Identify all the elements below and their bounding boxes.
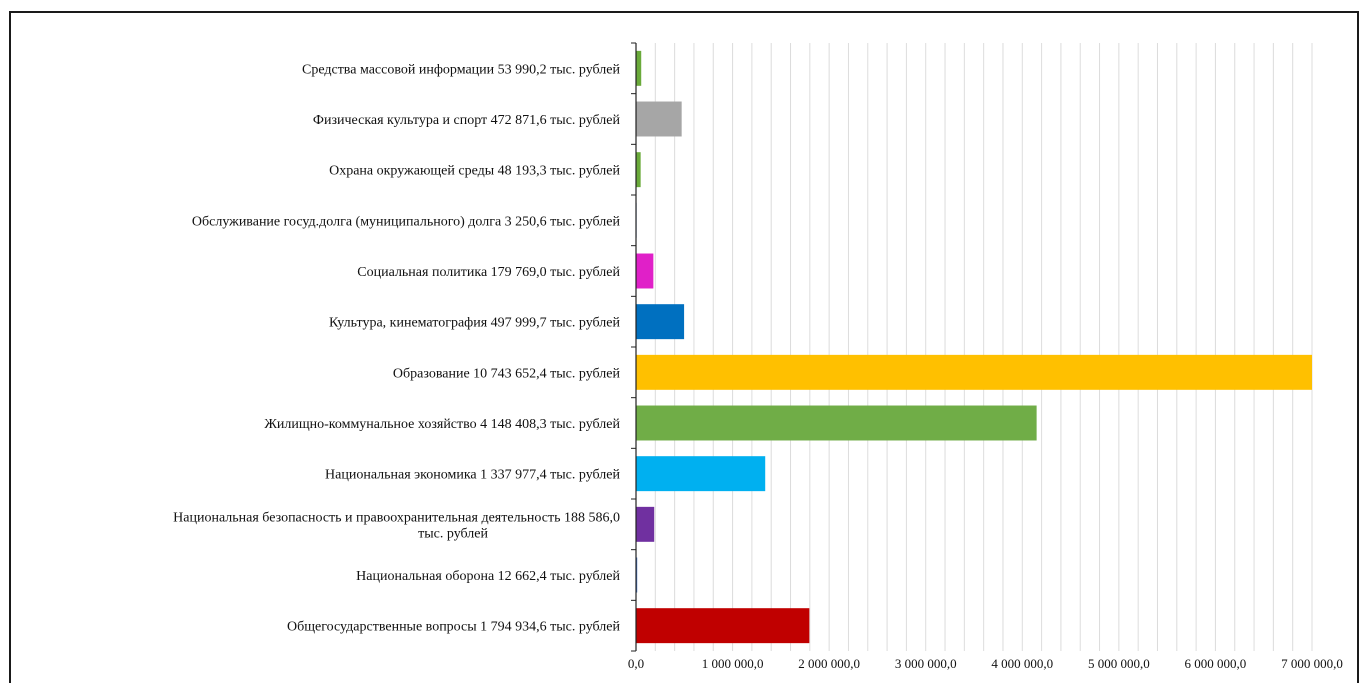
bar [636,557,638,593]
category-label-line: Физическая культура и спорт 472 871,6 ты… [313,113,621,128]
category-label: Средства массовой информации 53 990,2 ты… [302,62,621,77]
category-label: Национальная экономика 1 337 977,4 тыс. … [325,468,620,483]
bar [636,152,641,188]
category-label: Культура, кинематография 497 999,7 тыс. … [329,316,621,331]
category-label: Национальная оборона 12 662,4 тыс. рубле… [356,569,620,584]
x-tick-label: 5 000 000,0 [1088,656,1150,671]
category-label-line: Социальная политика 179 769,0 тыс. рубле… [357,265,620,280]
bar [636,456,766,492]
category-label: Жилищно-коммунальное хозяйство 4 148 408… [264,417,620,432]
chart-frame [9,11,1359,683]
x-tick-label: 4 000 000,0 [991,656,1053,671]
bar [636,608,810,644]
category-label-line: Общегосударственные вопросы 1 794 934,6 … [287,620,620,635]
bar [636,405,1037,441]
x-tick-label: 3 000 000,0 [895,656,957,671]
category-label-line: Национальная безопасность и правоохранит… [173,510,620,525]
category-label-line: Обслуживание госуд.долга (муниципального… [192,214,621,229]
category-label: Национальная безопасность и правоохранит… [173,510,620,541]
x-tick-label: 6 000 000,0 [1185,656,1247,671]
category-label-line: Жилищно-коммунальное хозяйство 4 148 408… [264,417,620,432]
bar [636,304,685,340]
category-label: Обслуживание госуд.долга (муниципального… [192,214,621,229]
category-label-line: Охрана окружающей среды 48 193,3 тыс. ру… [329,164,620,179]
bar [636,50,642,86]
category-label: Социальная политика 179 769,0 тыс. рубле… [357,265,620,280]
category-label-line: Культура, кинематография 497 999,7 тыс. … [329,316,621,331]
x-tick-label: 0,0 [628,656,644,671]
category-label: Общегосударственные вопросы 1 794 934,6 … [287,620,620,635]
x-tick-label: 1 000 000,0 [702,656,764,671]
bar [636,101,682,137]
bar [636,354,1312,390]
category-label: Образование 10 743 652,4 тыс. рублей [393,366,621,381]
category-label-line: Национальная экономика 1 337 977,4 тыс. … [325,468,620,483]
category-label-line: Национальная оборона 12 662,4 тыс. рубле… [356,569,620,584]
category-label: Физическая культура и спорт 472 871,6 ты… [313,113,621,128]
x-tick-label: 2 000 000,0 [798,656,860,671]
category-label: Охрана окружающей среды 48 193,3 тыс. ру… [329,164,620,179]
x-tick-label: 7 000 000,0 [1281,656,1343,671]
category-label-line: тыс. рублей [418,526,488,541]
category-label-line: Образование 10 743 652,4 тыс. рублей [393,366,621,381]
bar [636,253,654,289]
category-label-line: Средства массовой информации 53 990,2 ты… [302,62,621,77]
bar [636,506,655,542]
